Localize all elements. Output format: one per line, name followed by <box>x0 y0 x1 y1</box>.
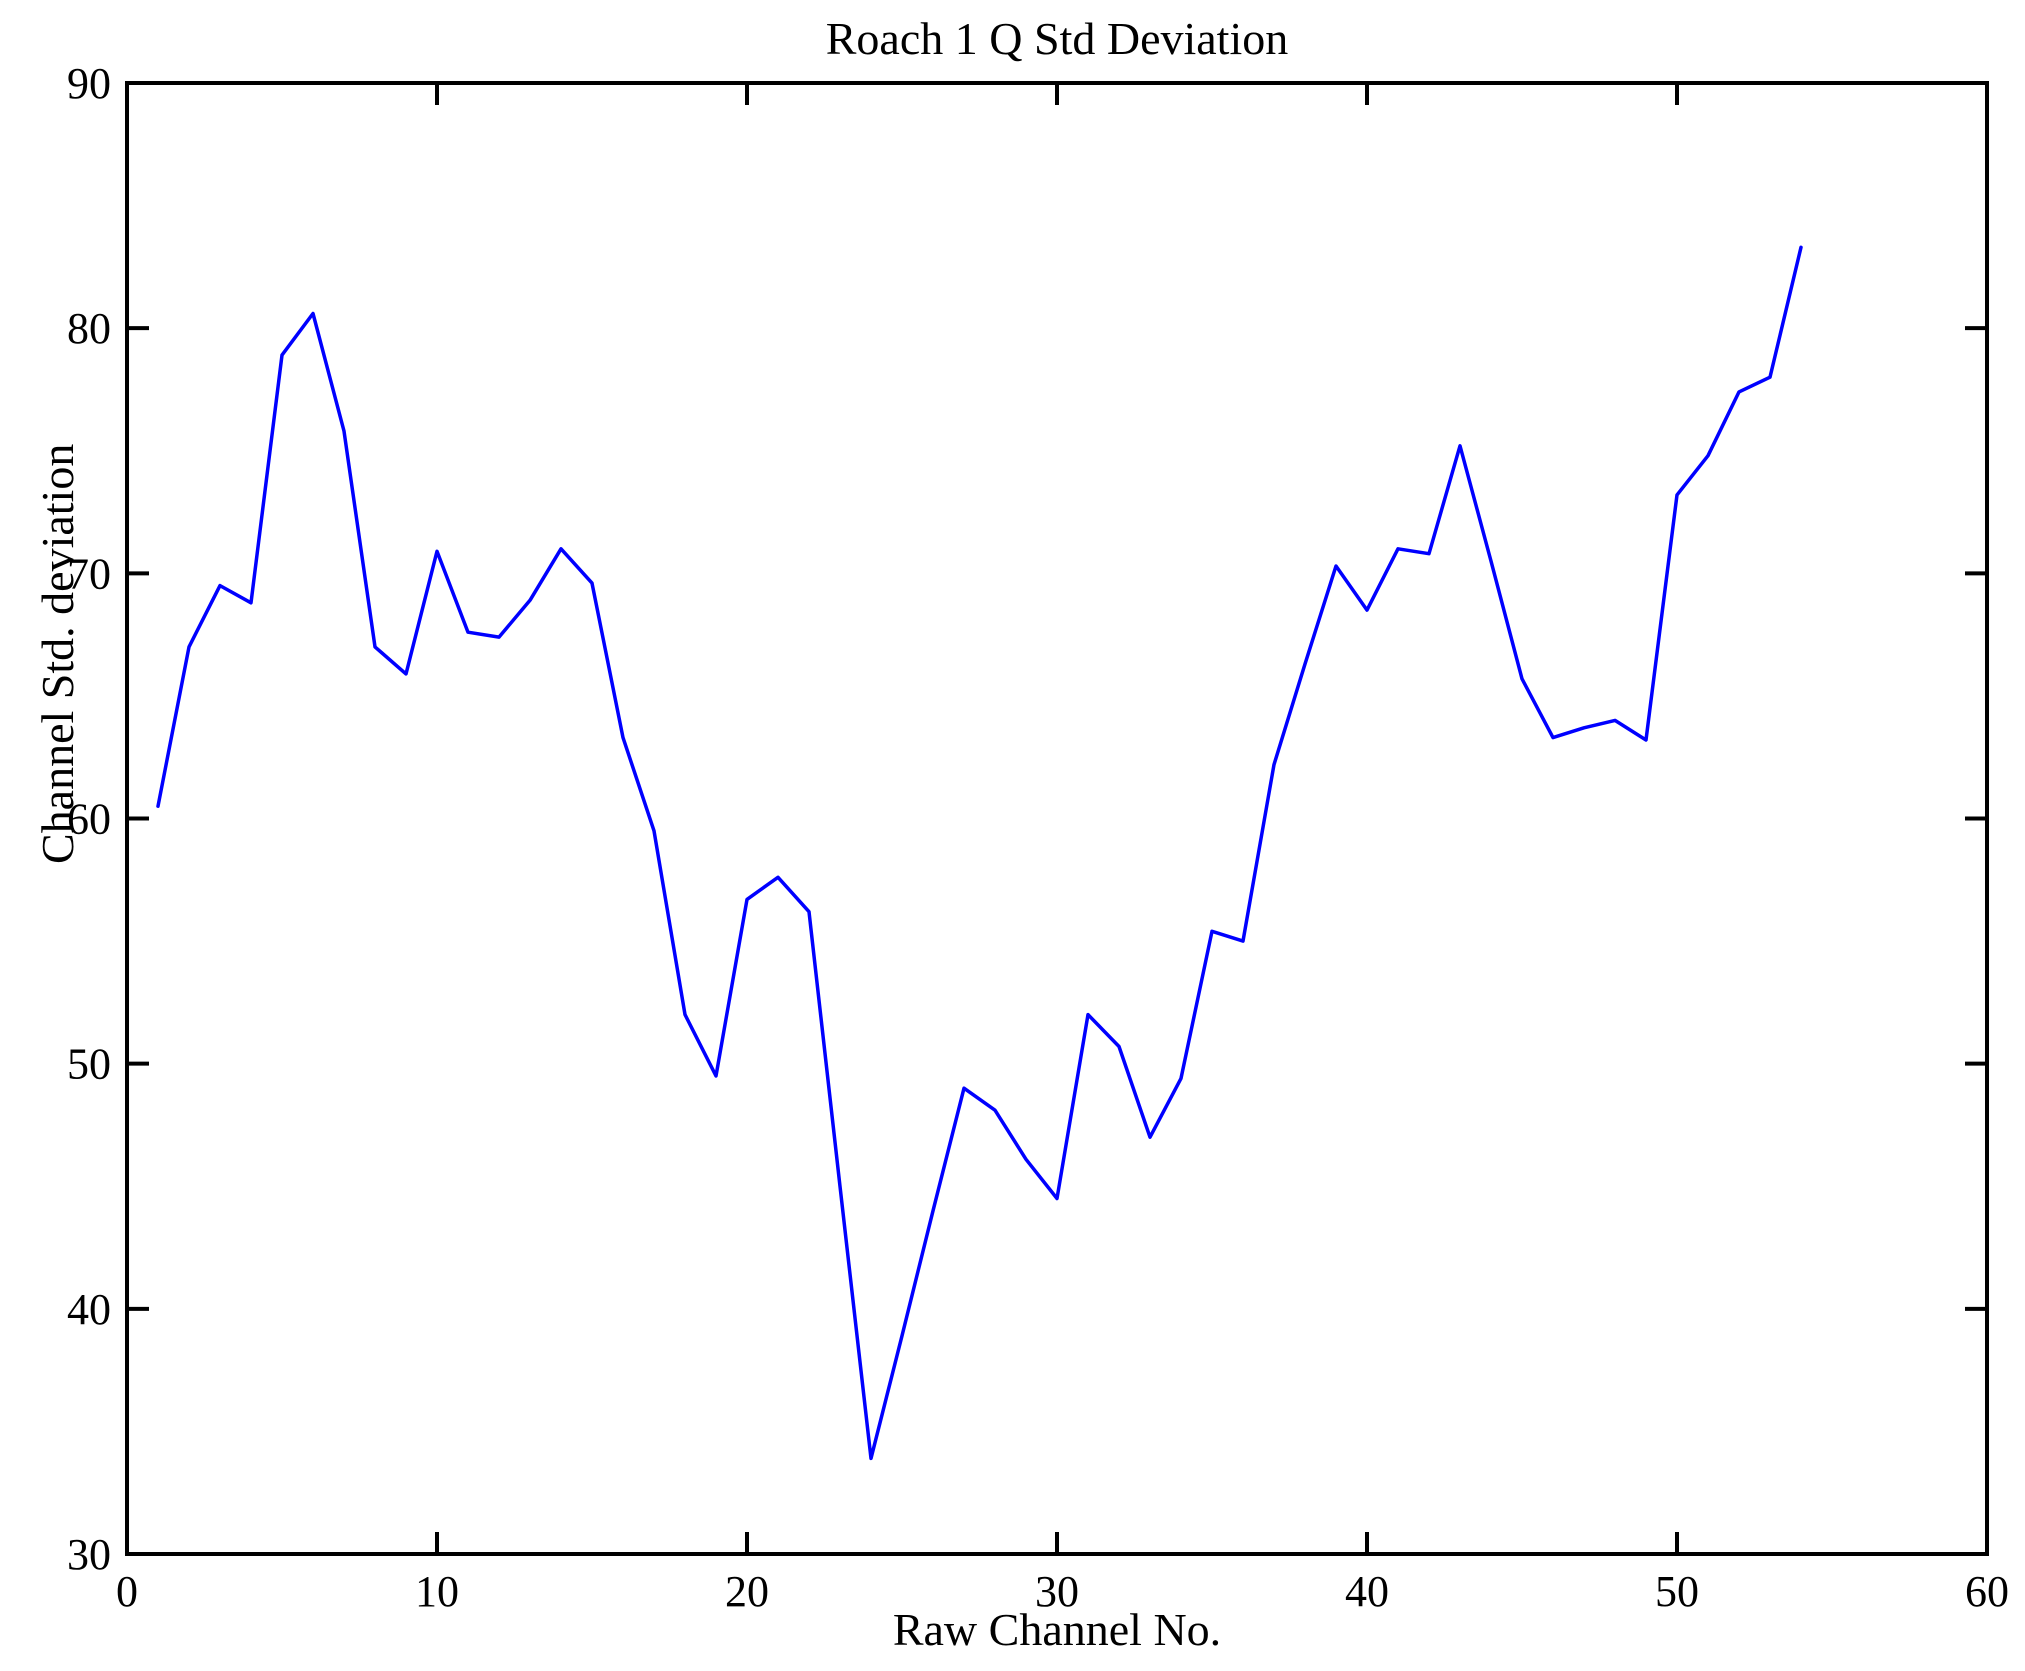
y-tick-label: 80 <box>67 304 111 353</box>
chart-title: Roach 1 Q Std Deviation <box>825 13 1289 64</box>
y-tick-label: 50 <box>67 1040 111 1089</box>
x-axis-label: Raw Channel No. <box>892 1604 1222 1655</box>
x-tick-label: 10 <box>415 1567 459 1616</box>
y-tick-label: 40 <box>67 1285 111 1334</box>
x-tick-label: 40 <box>1345 1567 1389 1616</box>
x-tick-label: 0 <box>116 1567 138 1616</box>
y-tick-label: 90 <box>67 59 111 108</box>
axes-frame <box>125 81 1989 1556</box>
y-tick-label: 30 <box>67 1530 111 1579</box>
x-tick-label: 20 <box>725 1567 769 1616</box>
y-tick-label: 60 <box>67 795 111 844</box>
y-tick-label: 70 <box>67 549 111 598</box>
data-line <box>156 245 1803 1461</box>
x-tick-label: 50 <box>1655 1567 1699 1616</box>
x-tick-label: 60 <box>1965 1567 2009 1616</box>
x-tick-label: 30 <box>1035 1567 1079 1616</box>
